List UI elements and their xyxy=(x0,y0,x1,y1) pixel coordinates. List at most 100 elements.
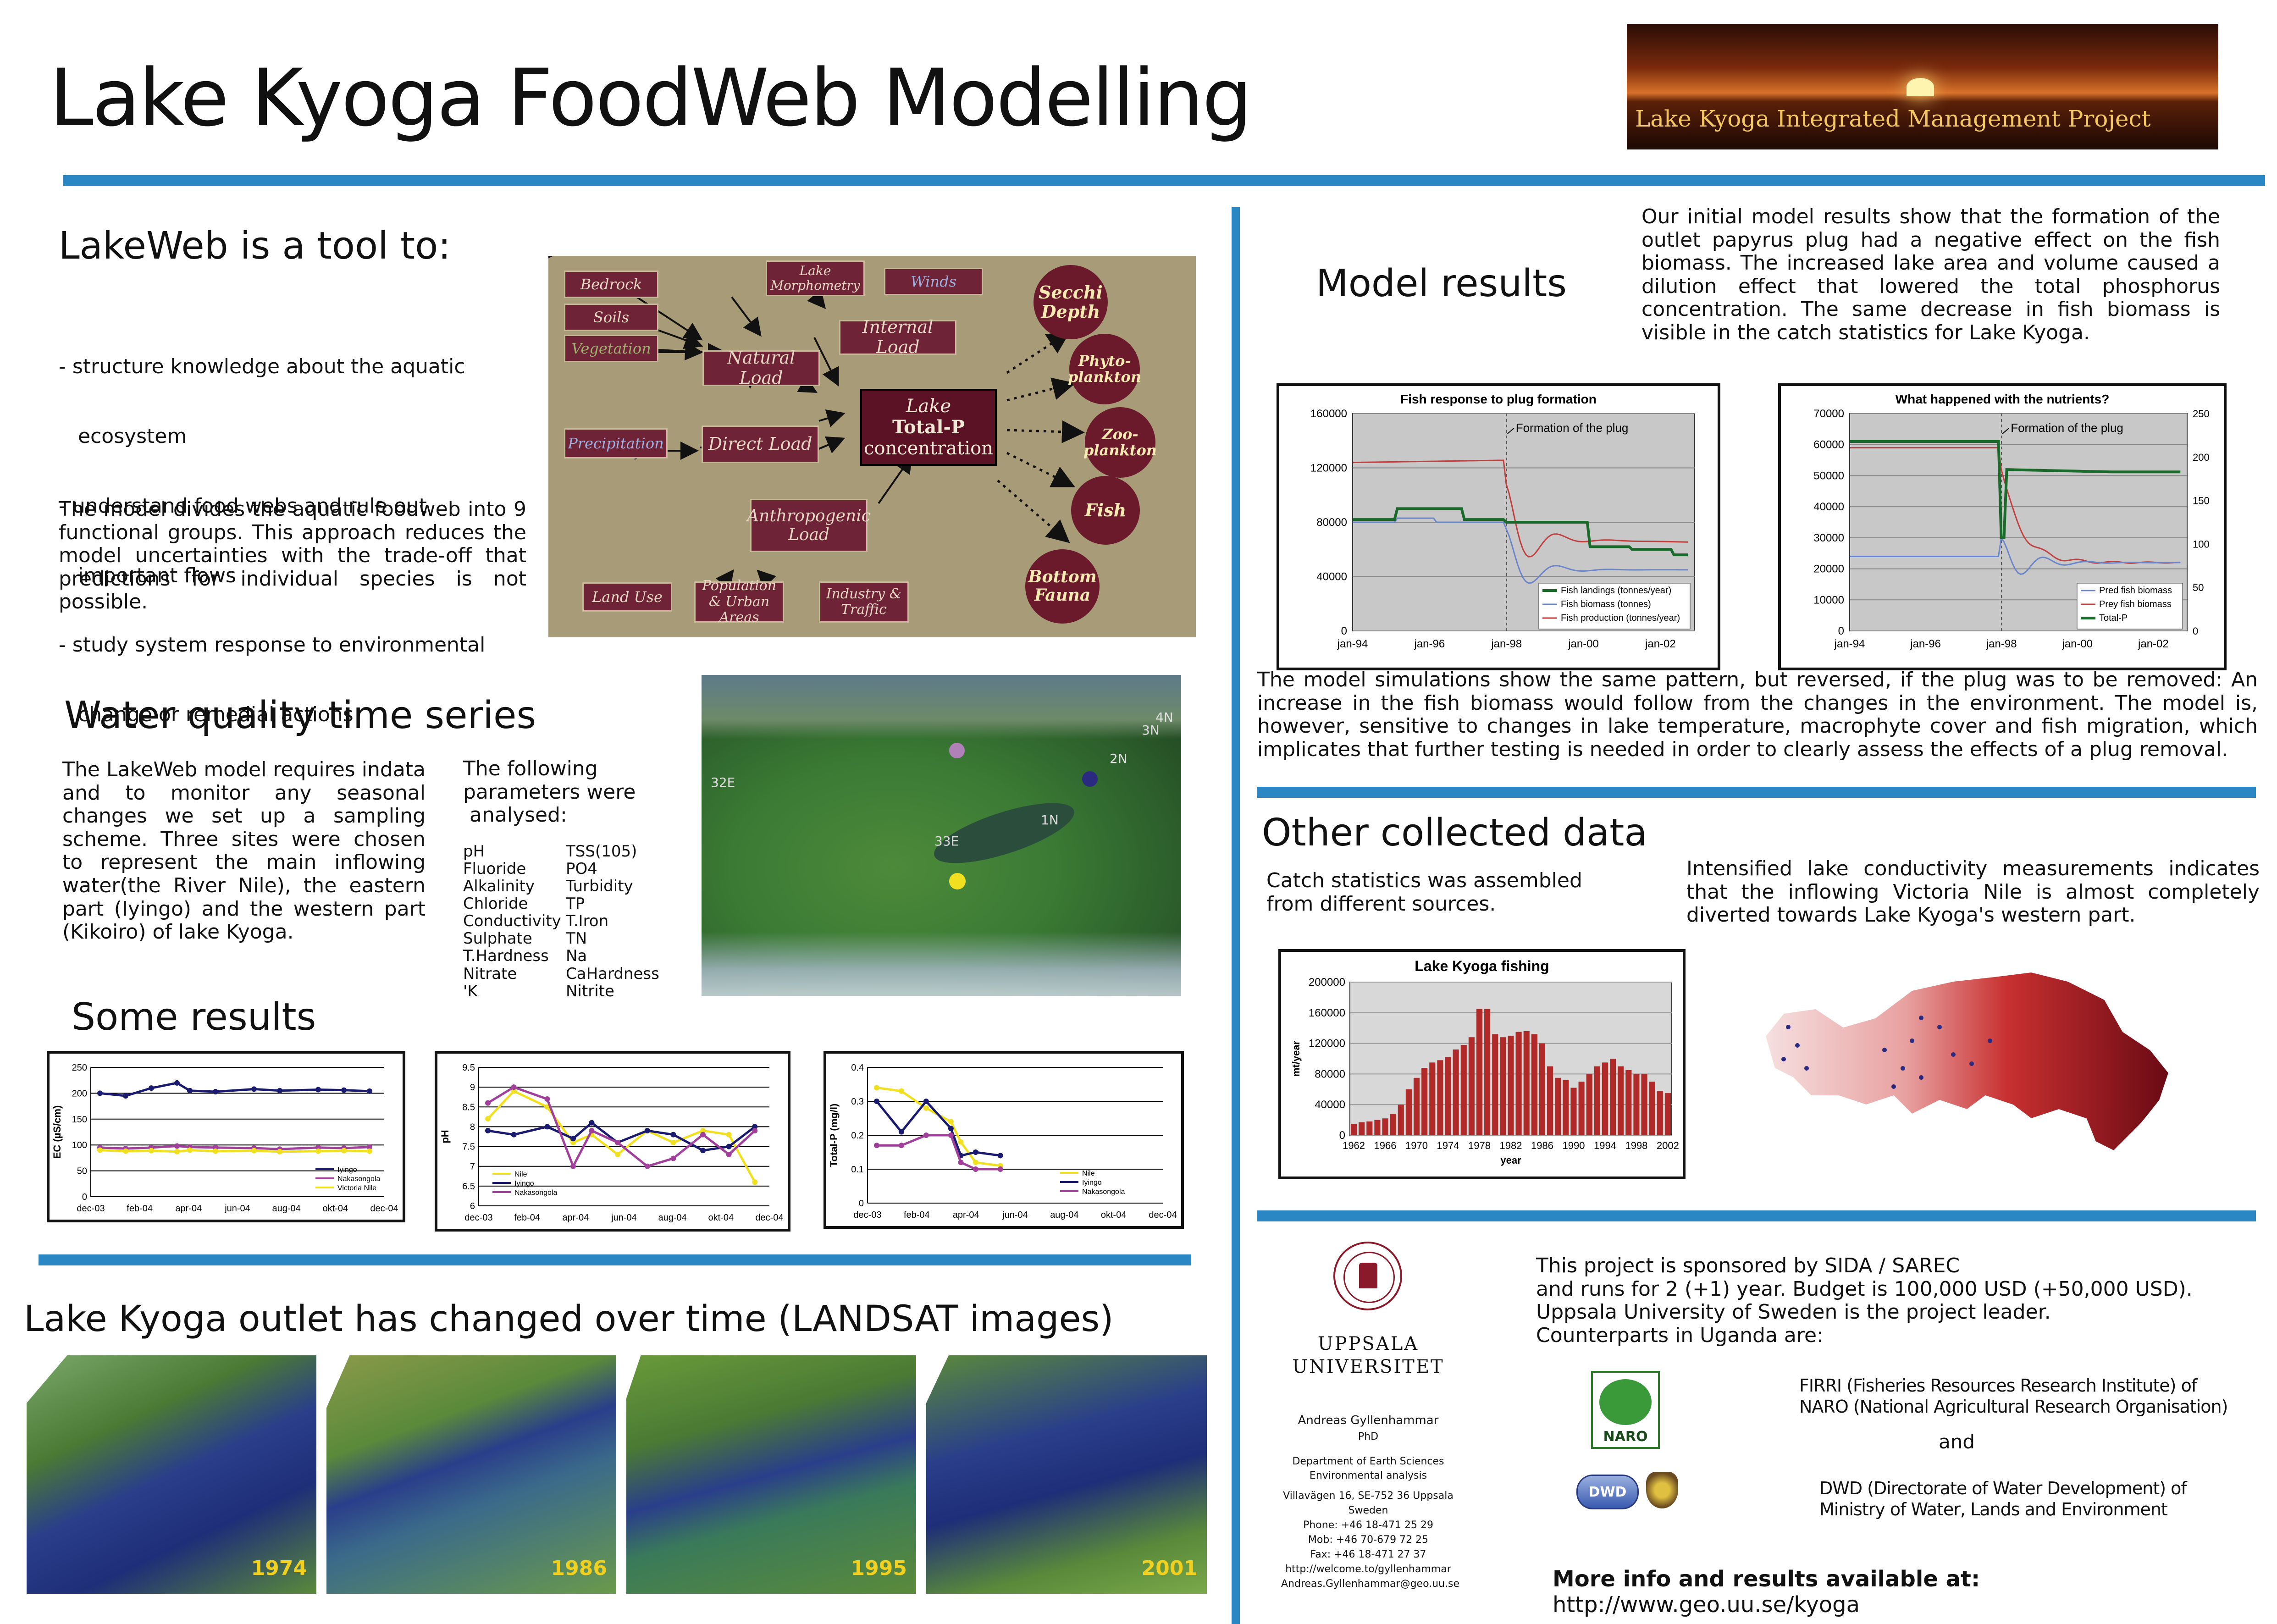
kyoga-fishing-chart: Lake Kyoga fishing 0 40000 80000 120000 16000… xyxy=(1278,949,1686,1179)
bar xyxy=(1359,1122,1365,1135)
y-tick-label: 0 xyxy=(82,1192,87,1202)
bar xyxy=(1657,1091,1663,1135)
bar xyxy=(1445,1057,1451,1135)
bar xyxy=(1508,1035,1514,1135)
series-line-landings xyxy=(1353,507,1688,557)
x-tick-label: jan-94 xyxy=(1834,638,1865,650)
data-point xyxy=(174,1143,180,1149)
ec-chart: 0 50 100 150 200 250 dec-03 feb-04 apr-04 jun-04 a… xyxy=(47,1051,405,1222)
legend-entry: Total-P xyxy=(2099,613,2128,623)
y-tick-label: 40000 xyxy=(1315,1099,1345,1111)
y-tick-label: 9.5 xyxy=(462,1063,475,1073)
lakeweb-paragraph: The model divides the aquatic foodweb in… xyxy=(59,497,526,614)
bar xyxy=(1523,1031,1530,1135)
total-p-label: Total-P xyxy=(892,416,965,438)
y-tick-label: 0 xyxy=(1341,625,1347,637)
x-tick-label: 1970 xyxy=(1405,1140,1428,1151)
firri-text: FIRRI (Fisheries Resources Research Inst… xyxy=(1799,1375,2228,1417)
contact-email[interactable]: Andreas.Gyllenhammar@geo.uu.se xyxy=(1281,1578,1460,1590)
contact-mobile: Mob: +46 70-679 72 25 xyxy=(1308,1534,1429,1546)
ph-chart: 6 6.5 7 7.5 8 8.5 9 9.5 dec-03 feb-04 apr-04 jun-04… xyxy=(435,1051,790,1232)
y-tick-label: 6.5 xyxy=(462,1182,475,1192)
y2-tick-label: 50 xyxy=(2193,582,2204,593)
box-population: Population & Urban Areas xyxy=(694,578,784,625)
annotation: Formation of the plug xyxy=(1516,421,1629,435)
bar xyxy=(1515,1032,1522,1135)
data-point xyxy=(544,1124,550,1130)
y-tick-label: 70000 xyxy=(1813,408,1844,420)
y-tick-label: 120000 xyxy=(1309,1038,1345,1050)
bar xyxy=(1484,1009,1491,1135)
and-text: and xyxy=(1939,1431,1975,1453)
chart-title: Lake Kyoga fishing xyxy=(1415,958,1549,974)
some-results-heading: Some results xyxy=(72,995,316,1039)
x-tick-label: dec-04 xyxy=(370,1204,398,1214)
data-point xyxy=(97,1090,103,1096)
bar xyxy=(1547,1066,1553,1135)
parameter-item: TP xyxy=(566,895,585,913)
params-intro-2: parameters were xyxy=(463,780,636,804)
bullet-3b: change or remedial actions xyxy=(59,703,354,727)
data-point xyxy=(997,1153,1003,1159)
sponsor-text: This project is sponsored by SIDA / SARE… xyxy=(1536,1254,2193,1347)
ph-chart-svg: 6 6.5 7 7.5 8 8.5 9 9.5 dec-03 feb-04 apr-04 jun-04… xyxy=(439,1063,784,1223)
data-point xyxy=(923,1132,929,1138)
data-point xyxy=(752,1179,758,1185)
bar xyxy=(1555,1077,1561,1135)
uppsala-seal xyxy=(1333,1242,1402,1310)
sponsor-line-2: and runs for 2 (+1) year. Budget is 100,… xyxy=(1536,1277,2193,1301)
bar xyxy=(1625,1070,1632,1135)
data-point xyxy=(898,1088,904,1094)
contact-dept-1: Department of Earth Sciences xyxy=(1292,1455,1444,1467)
data-point xyxy=(367,1148,372,1154)
x-tick-label: feb-04 xyxy=(514,1213,540,1223)
map-label-2n: 2N xyxy=(1110,751,1127,766)
bullet-2b: important flows xyxy=(59,563,236,587)
dwd-line-2: Ministry of Water, Lands and Environment xyxy=(1819,1499,2168,1519)
y-tick-label: 7.5 xyxy=(462,1142,475,1152)
data-point xyxy=(341,1087,347,1093)
total-p-chart-svg: 0 0.1 0.2 0.3 0.4 dec-03 feb-04 apr-04 jun-04 aug… xyxy=(828,1063,1177,1220)
data-point xyxy=(511,1084,517,1090)
more-info-url[interactable]: http://www.geo.uu.se/kyoga xyxy=(1553,1592,1860,1618)
y-tick-label: 8.5 xyxy=(462,1102,475,1112)
x-tick-label: apr-04 xyxy=(953,1210,979,1220)
contact-block: Andreas Gyllenhammar PhD Department of E… xyxy=(1281,1412,1460,1591)
annotation-arrow xyxy=(1507,428,1514,434)
data-point xyxy=(700,1128,706,1134)
legend-entry: Nile xyxy=(1082,1170,1095,1177)
total-p-diagram: Bedrock Soils Vegetation Lake Morphometr… xyxy=(548,256,1196,637)
contact-web[interactable]: http://welcome.to/gyllenhammar xyxy=(1285,1563,1451,1575)
box-internal-load: Internal Load xyxy=(839,317,956,357)
data-point xyxy=(874,1099,879,1104)
y-tick-label: 80000 xyxy=(1316,516,1347,529)
data-point xyxy=(670,1155,676,1161)
data-point xyxy=(187,1088,193,1094)
data-point xyxy=(123,1093,128,1099)
data-point xyxy=(615,1139,621,1145)
contact-address-1: Villavägen 16, SE-752 36 Uppsala xyxy=(1283,1490,1454,1502)
x-tick-label: 1974 xyxy=(1437,1140,1459,1151)
sponsor-line-1: This project is sponsored by SIDA / SARE… xyxy=(1536,1254,1960,1277)
y-tick-label: 0 xyxy=(1339,1129,1345,1142)
y-tick-label: 100 xyxy=(72,1140,87,1150)
x-tick-label: jan-02 xyxy=(1645,638,1676,650)
contact-dept-2: Environmental analysis xyxy=(1309,1470,1427,1482)
header-divider xyxy=(63,175,2265,186)
lakeweb-bullets: - structure knowledge about the aquatic … xyxy=(59,309,545,750)
y2-tick-label: 250 xyxy=(2193,408,2210,420)
model-results-heading: Model results xyxy=(1316,262,1567,305)
data-point xyxy=(958,1160,964,1166)
bar xyxy=(1351,1123,1357,1135)
x-tick-label: jan-98 xyxy=(1491,638,1522,650)
data-point xyxy=(277,1149,282,1154)
more-info: More info and results available at: http… xyxy=(1553,1566,2277,1618)
parameter-item: TN xyxy=(566,929,587,948)
x-tick-label: 1978 xyxy=(1468,1140,1491,1151)
y-tick-label: 10000 xyxy=(1813,594,1844,606)
bar xyxy=(1468,1037,1475,1135)
legend-entry: Victoria Nile xyxy=(337,1184,376,1192)
y-tick-label: 0 xyxy=(1838,625,1844,637)
series-line-pred xyxy=(1850,536,2181,575)
data-point xyxy=(589,1128,595,1134)
